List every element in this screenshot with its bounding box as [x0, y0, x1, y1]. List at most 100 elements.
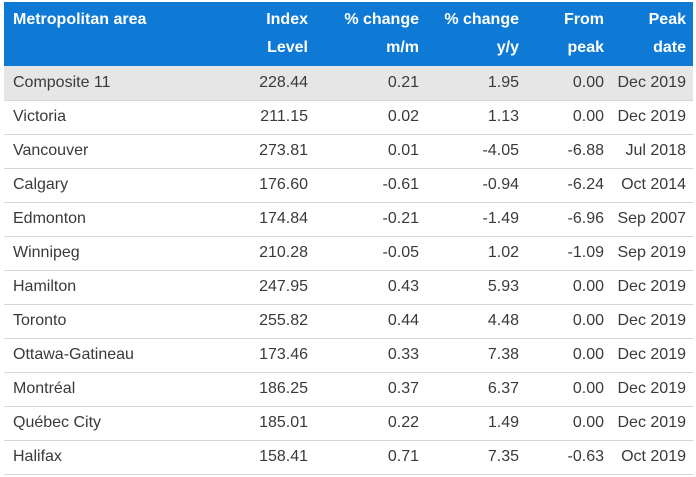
column-header-line2 — [13, 34, 211, 62]
column-header-line1: Metropolitan area — [13, 11, 147, 28]
column-header-index-level[interactable]: Index Level — [218, 2, 315, 66]
column-header-line2: peak — [567, 39, 604, 56]
cell-area: Vancouver — [4, 134, 218, 169]
cell-change-yy: 4.48 — [426, 304, 526, 339]
table-body: Composite 11 228.44 0.21 1.95 0.00 Dec 2… — [4, 66, 693, 475]
column-header-from-peak[interactable]: From peak — [526, 2, 611, 66]
cell-area: Composite 11 — [4, 66, 218, 101]
column-header-change-yy[interactable]: % change y/y — [426, 2, 526, 66]
cell-from-peak: 0.00 — [526, 304, 611, 339]
table-row: Hamilton 247.95 0.43 5.93 0.00 Dec 2019 — [4, 270, 693, 305]
cell-peak-date: Dec 2019 — [611, 66, 693, 101]
cell-change-mm: 0.22 — [315, 406, 426, 441]
cell-from-peak: 0.00 — [526, 406, 611, 441]
table-row: Winnipeg 210.28 -0.05 1.02 -1.09 Sep 201… — [4, 236, 693, 271]
cell-index: 211.15 — [218, 100, 315, 135]
cell-from-peak: -1.09 — [526, 236, 611, 271]
cell-index: 158.41 — [218, 440, 315, 475]
column-header-line2: m/m — [386, 39, 419, 56]
cell-peak-date: Jul 2018 — [611, 134, 693, 169]
cell-change-mm: 0.44 — [315, 304, 426, 339]
cell-change-mm: 0.21 — [315, 66, 426, 101]
cell-peak-date: Dec 2019 — [611, 270, 693, 305]
cell-index: 273.81 — [218, 134, 315, 169]
table-row: Edmonton 174.84 -0.21 -1.49 -6.96 Sep 20… — [4, 202, 693, 237]
column-header-line1: % change — [444, 11, 519, 28]
cell-peak-date: Dec 2019 — [611, 100, 693, 135]
cell-from-peak: -0.63 — [526, 440, 611, 475]
cell-change-yy: 6.37 — [426, 372, 526, 407]
cell-change-yy: 1.49 — [426, 406, 526, 441]
cell-index: 255.82 — [218, 304, 315, 339]
table-row: Halifax 158.41 0.71 7.35 -0.63 Oct 2019 — [4, 440, 693, 475]
cell-from-peak: -6.96 — [526, 202, 611, 237]
column-header-line1: Peak — [648, 11, 686, 28]
cell-change-yy: 5.93 — [426, 270, 526, 305]
cell-index: 210.28 — [218, 236, 315, 271]
cell-index: 174.84 — [218, 202, 315, 237]
table-row: Montréal 186.25 0.37 6.37 0.00 Dec 2019 — [4, 372, 693, 407]
cell-change-mm: -0.05 — [315, 236, 426, 271]
cell-from-peak: 0.00 — [526, 372, 611, 407]
column-header-line1: Index — [266, 11, 308, 28]
cell-peak-date: Oct 2019 — [611, 440, 693, 475]
cell-area: Montréal — [4, 372, 218, 407]
cell-area: Halifax — [4, 440, 218, 475]
cell-change-mm: 0.43 — [315, 270, 426, 305]
cell-from-peak: -6.88 — [526, 134, 611, 169]
column-header-peak-date[interactable]: Peak date — [611, 2, 693, 66]
cell-area: Victoria — [4, 100, 218, 135]
cell-change-yy: 1.95 — [426, 66, 526, 101]
table-row: Québec City 185.01 0.22 1.49 0.00 Dec 20… — [4, 406, 693, 441]
table-row: Ottawa-Gatineau 173.46 0.33 7.38 0.00 De… — [4, 338, 693, 373]
header-row: Metropolitan area Index Level % change m… — [4, 2, 693, 66]
table-header: Metropolitan area Index Level % change m… — [4, 2, 693, 66]
cell-from-peak: 0.00 — [526, 100, 611, 135]
cell-change-yy: -1.49 — [426, 202, 526, 237]
column-header-change-mm[interactable]: % change m/m — [315, 2, 426, 66]
cell-from-peak: -6.24 — [526, 168, 611, 203]
cell-index: 228.44 — [218, 66, 315, 101]
cell-area: Ottawa-Gatineau — [4, 338, 218, 373]
cell-area: Edmonton — [4, 202, 218, 237]
column-header-line1: From — [564, 11, 604, 28]
column-header-metropolitan-area[interactable]: Metropolitan area — [4, 2, 218, 66]
cell-index: 247.95 — [218, 270, 315, 305]
cell-area: Québec City — [4, 406, 218, 441]
cell-change-mm: 0.01 — [315, 134, 426, 169]
cell-area: Toronto — [4, 304, 218, 339]
table-row: Calgary 176.60 -0.61 -0.94 -6.24 Oct 201… — [4, 168, 693, 203]
cell-peak-date: Oct 2014 — [611, 168, 693, 203]
cell-peak-date: Dec 2019 — [611, 338, 693, 373]
table-row: Victoria 211.15 0.02 1.13 0.00 Dec 2019 — [4, 100, 693, 135]
cell-change-mm: 0.02 — [315, 100, 426, 135]
cell-peak-date: Sep 2007 — [611, 202, 693, 237]
cell-peak-date: Dec 2019 — [611, 304, 693, 339]
cell-area: Calgary — [4, 168, 218, 203]
cell-change-yy: 1.13 — [426, 100, 526, 135]
column-header-line2: y/y — [496, 39, 519, 56]
cell-area: Winnipeg — [4, 236, 218, 271]
cell-change-yy: 1.02 — [426, 236, 526, 271]
cell-change-yy: 7.38 — [426, 338, 526, 373]
cell-change-yy: -4.05 — [426, 134, 526, 169]
table-row-composite: Composite 11 228.44 0.21 1.95 0.00 Dec 2… — [4, 66, 693, 101]
cell-from-peak: 0.00 — [526, 270, 611, 305]
cell-change-mm: -0.61 — [315, 168, 426, 203]
cell-index: 185.01 — [218, 406, 315, 441]
cell-index: 186.25 — [218, 372, 315, 407]
cell-change-mm: 0.37 — [315, 372, 426, 407]
cell-change-mm: 0.33 — [315, 338, 426, 373]
cell-change-yy: 7.35 — [426, 440, 526, 475]
column-header-line2: date — [653, 39, 686, 56]
cell-from-peak: 0.00 — [526, 338, 611, 373]
cell-from-peak: 0.00 — [526, 66, 611, 101]
cell-index: 173.46 — [218, 338, 315, 373]
table-row: Vancouver 273.81 0.01 -4.05 -6.88 Jul 20… — [4, 134, 693, 169]
cell-change-mm: 0.71 — [315, 440, 426, 475]
cell-peak-date: Dec 2019 — [611, 372, 693, 407]
cell-change-yy: -0.94 — [426, 168, 526, 203]
column-header-line2: Level — [267, 39, 308, 56]
cell-area: Hamilton — [4, 270, 218, 305]
